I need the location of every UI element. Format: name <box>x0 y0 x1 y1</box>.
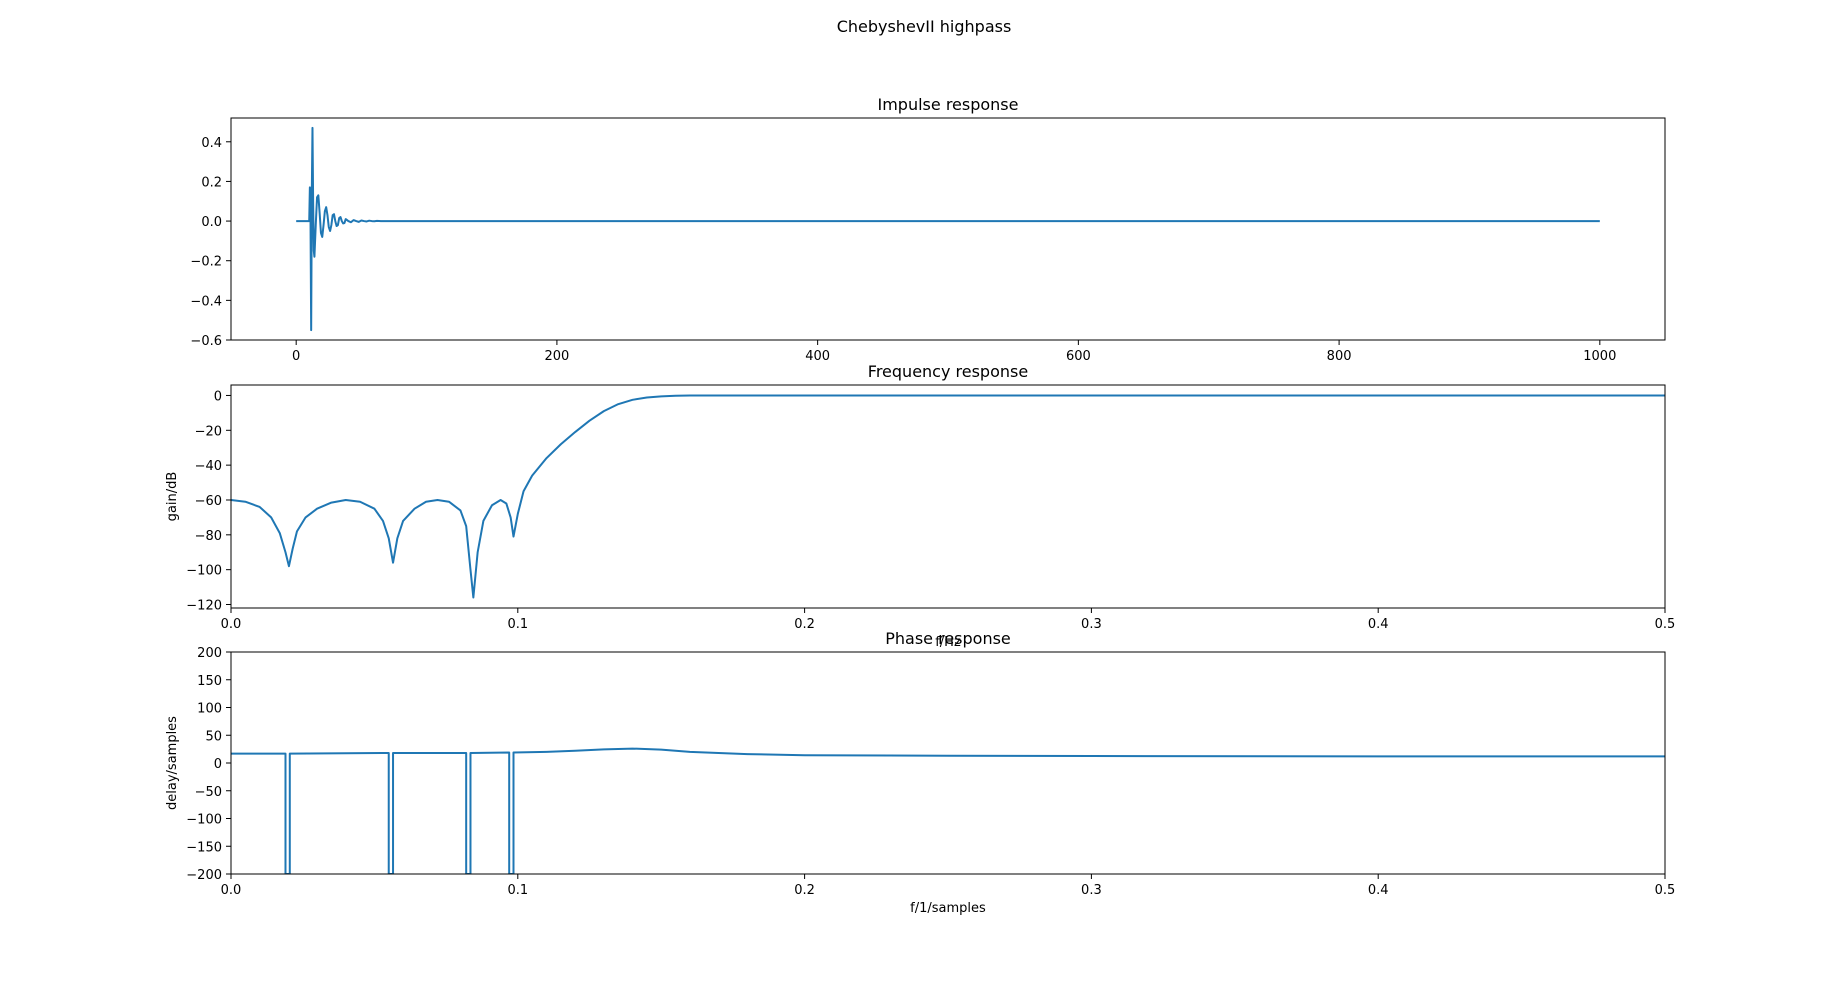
axes-frame <box>230 651 1666 875</box>
axes-frame <box>230 384 1666 609</box>
y-tick-label: 150 <box>197 674 222 689</box>
y-axis-label: delay/samples <box>165 716 180 810</box>
y-tick-label: −20 <box>195 424 222 439</box>
x-axis-label: f/Hz <box>935 635 961 650</box>
x-tick-label: 600 <box>1066 349 1091 364</box>
axes-frame <box>230 117 1666 341</box>
y-tick-label: −60 <box>195 494 222 509</box>
y-tick-label: −120 <box>186 599 222 614</box>
x-tick-label: 1000 <box>1583 349 1616 364</box>
x-tick-label: 0 <box>292 349 300 364</box>
y-tick-label: −150 <box>186 840 222 855</box>
subplot-title: Phase response <box>885 629 1011 648</box>
x-axis-label: f/1/samples <box>910 901 986 916</box>
subplot-title: Impulse response <box>878 95 1019 114</box>
figure-title: ChebyshevII highpass <box>837 17 1012 36</box>
x-tick-label: 0.2 <box>794 617 815 632</box>
x-tick-label: 200 <box>544 349 569 364</box>
y-tick-label: −200 <box>186 868 222 883</box>
x-tick-label: 400 <box>805 349 830 364</box>
y-tick-label: −80 <box>195 529 222 544</box>
x-tick-label: 0.2 <box>794 883 815 898</box>
y-tick-label: 200 <box>197 646 222 661</box>
series-line-1-1 <box>296 126 1600 332</box>
x-tick-label: 0.0 <box>221 617 242 632</box>
x-tick-label: 0.1 <box>507 883 528 898</box>
y-tick-label: −0.4 <box>190 294 222 309</box>
x-tick-label: 800 <box>1327 349 1352 364</box>
subplot-2: 0.0 0.1 0.2 0.3 0.4 0.5 0 −20 −40 −60 −80 −100 −120 F… <box>165 362 1675 650</box>
y-tick-label: 0.0 <box>201 215 222 230</box>
x-tick-label: 0.5 <box>1655 617 1676 632</box>
subplot-1: 0 200 400 600 800 1000 0.4 0.2 0.0 −0.2 −0.4 −0.6 Im… <box>190 95 1666 364</box>
x-tick-label: 0.3 <box>1081 617 1102 632</box>
y-tick-label: −100 <box>186 564 222 579</box>
y-tick-label: 50 <box>205 729 222 744</box>
y-tick-label: 0.4 <box>201 136 222 151</box>
series-line-3-1 <box>231 747 1665 874</box>
y-tick-label: 100 <box>197 702 222 717</box>
x-tick-label: 0.1 <box>507 617 528 632</box>
subplot-title: Frequency response <box>868 362 1028 381</box>
y-tick-label: −100 <box>186 813 222 828</box>
y-tick-label: 0 <box>214 389 222 404</box>
x-tick-label: 0.5 <box>1655 883 1676 898</box>
y-tick-label: −0.6 <box>190 334 222 349</box>
y-axis-label: gain/dB <box>165 472 180 522</box>
y-tick-label: −0.2 <box>190 255 222 270</box>
y-tick-label: 0 <box>214 757 222 772</box>
y-tick-label: −40 <box>195 459 222 474</box>
y-tick-label: −50 <box>195 785 222 800</box>
x-tick-label: 0.0 <box>221 883 242 898</box>
y-tick-label: 0.2 <box>201 175 222 190</box>
x-tick-label: 0.4 <box>1368 617 1389 632</box>
series-line-2-1 <box>231 394 1665 599</box>
x-tick-label: 0.3 <box>1081 883 1102 898</box>
subplot-3: 0.0 0.1 0.2 0.3 0.4 0.5 200 150 100 50 0 −50 −100 −15… <box>165 629 1675 916</box>
x-tick-label: 0.4 <box>1368 883 1389 898</box>
